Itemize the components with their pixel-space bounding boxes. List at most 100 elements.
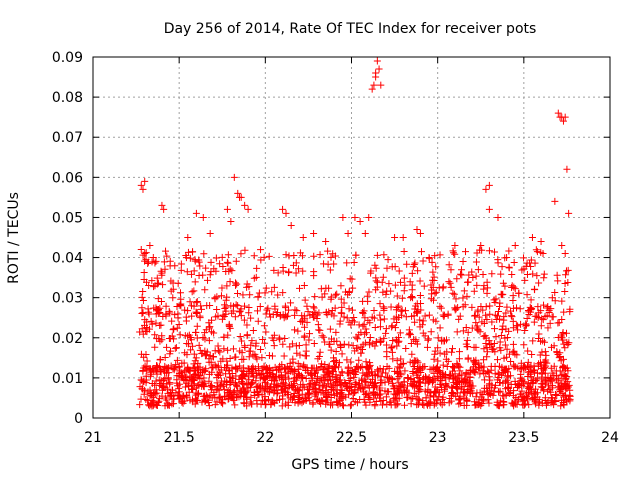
data-point — [361, 330, 369, 338]
data-point — [501, 334, 509, 342]
data-point — [479, 391, 487, 399]
data-point — [150, 283, 158, 291]
data-point — [228, 267, 236, 275]
data-point — [332, 328, 340, 336]
data-point — [163, 343, 171, 351]
data-point — [274, 291, 282, 299]
data-point — [210, 265, 218, 273]
data-point — [330, 260, 338, 268]
data-point — [453, 328, 461, 336]
data-point — [480, 345, 488, 353]
data-point — [377, 316, 385, 324]
data-point — [260, 397, 268, 405]
data-point — [406, 358, 414, 366]
data-point — [453, 275, 461, 283]
data-point — [447, 266, 455, 274]
data-point — [470, 357, 478, 365]
data-point — [545, 306, 553, 314]
data-point — [544, 324, 552, 332]
data-point — [408, 350, 416, 358]
data-point — [505, 327, 513, 335]
data-point — [163, 401, 171, 409]
data-point — [474, 326, 482, 334]
data-point — [382, 369, 390, 377]
data-point — [431, 388, 439, 396]
data-point — [311, 369, 319, 377]
data-point — [509, 340, 517, 348]
data-point — [486, 376, 494, 384]
data-point — [169, 395, 177, 403]
data-point — [192, 308, 200, 316]
data-point — [379, 288, 387, 296]
data-point — [222, 303, 230, 311]
data-point — [382, 329, 390, 337]
data-point — [495, 370, 503, 378]
data-point — [225, 367, 233, 375]
data-point — [314, 355, 322, 363]
data-point — [510, 283, 518, 291]
data-point — [355, 356, 363, 364]
data-point — [302, 341, 310, 349]
data-point — [163, 396, 171, 404]
data-point — [564, 367, 572, 375]
data-point — [177, 266, 185, 274]
data-point — [280, 314, 288, 322]
data-point — [141, 250, 149, 258]
data-point — [270, 283, 278, 291]
data-point — [416, 229, 424, 237]
data-point — [472, 272, 480, 280]
data-point — [244, 381, 252, 389]
data-point — [196, 314, 204, 322]
data-point — [417, 300, 425, 308]
data-point — [264, 304, 272, 312]
data-point — [316, 348, 324, 356]
data-point — [486, 302, 494, 310]
data-point — [373, 57, 381, 65]
data-point — [310, 229, 318, 237]
data-point — [148, 277, 156, 285]
data-point — [243, 331, 251, 339]
data-point — [554, 277, 562, 285]
y-tick-label: 0.05 — [52, 210, 83, 226]
data-point — [515, 289, 523, 297]
data-point — [491, 370, 499, 378]
data-point — [331, 304, 339, 312]
data-point — [535, 330, 543, 338]
data-point — [497, 270, 505, 278]
data-point — [425, 311, 433, 319]
data-point — [366, 341, 374, 349]
data-point — [243, 402, 251, 410]
data-point — [311, 293, 319, 301]
data-point — [324, 363, 332, 371]
data-point — [256, 303, 264, 311]
data-point — [139, 251, 147, 259]
data-point — [508, 270, 516, 278]
data-point — [229, 345, 237, 353]
data-point — [472, 365, 480, 373]
data-point — [365, 288, 373, 296]
data-point — [480, 356, 488, 364]
data-point — [496, 338, 504, 346]
data-point — [490, 340, 498, 348]
data-point — [230, 302, 238, 310]
data-point — [251, 391, 259, 399]
data-point — [553, 392, 561, 400]
data-point — [461, 301, 469, 309]
data-point — [450, 364, 458, 372]
data-point — [376, 323, 384, 331]
data-point — [479, 271, 487, 279]
data-point — [213, 379, 221, 387]
data-point — [394, 388, 402, 396]
data-point — [276, 362, 284, 370]
data-point — [485, 399, 493, 407]
data-point — [162, 302, 170, 310]
data-point — [550, 401, 558, 409]
data-point — [427, 398, 435, 406]
data-point — [277, 371, 285, 379]
data-point — [566, 392, 574, 400]
data-point — [164, 365, 172, 373]
data-point — [495, 379, 503, 387]
data-point — [333, 290, 341, 298]
data-point — [471, 311, 479, 319]
data-point — [188, 386, 196, 394]
